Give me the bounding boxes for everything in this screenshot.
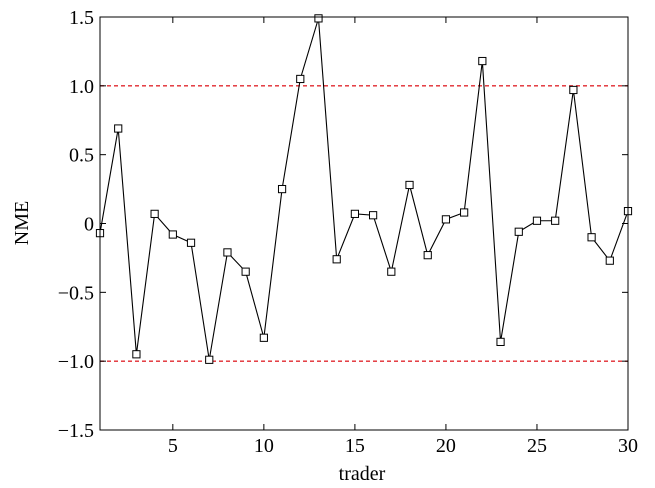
- data-point: [496, 337, 505, 346]
- data-point: [132, 350, 141, 359]
- data-point: [205, 355, 214, 364]
- y-tick-label: 1.0: [69, 76, 94, 98]
- series-line-0: [99, 18, 629, 360]
- data-point: [296, 74, 305, 84]
- data-point: [532, 216, 542, 225]
- data-point: [569, 85, 578, 95]
- tick-labels: 5 10 15 20 25 30 1.5 1.0 0.5 0 −0.5 −1.0 −1.5: [58, 7, 638, 457]
- data-point: [551, 216, 560, 225]
- data-point: [369, 211, 378, 220]
- data-point: [314, 14, 323, 23]
- data-point: [514, 227, 523, 236]
- data-point: [387, 267, 396, 276]
- axes: [99, 16, 629, 431]
- y-axis-title: NME: [11, 201, 33, 245]
- reference-lines: [100, 85, 628, 362]
- data-point: [114, 124, 123, 133]
- data-point: [259, 333, 268, 342]
- data-point: [186, 238, 196, 247]
- series: [95, 14, 633, 364]
- x-tick-label: 30: [618, 435, 638, 457]
- data-point: [605, 256, 614, 265]
- x-tick-label: 5: [168, 435, 178, 457]
- y-tick-label: −1.5: [58, 420, 94, 442]
- y-tick-label: 0: [84, 214, 94, 236]
- y-tick-label: 0.5: [69, 145, 94, 167]
- data-point: [277, 184, 287, 194]
- data-point: [350, 209, 359, 218]
- data-point: [478, 56, 487, 66]
- data-point: [587, 233, 596, 242]
- x-tick-label: 20: [436, 435, 456, 457]
- data-point: [423, 251, 432, 260]
- data-point: [405, 180, 414, 190]
- x-tick-label: 25: [527, 435, 547, 457]
- data-point: [168, 230, 177, 239]
- data-point: [241, 267, 250, 276]
- x-tick-label: 15: [345, 435, 365, 457]
- x-axis-title: trader: [339, 463, 386, 485]
- data-point: [441, 215, 451, 224]
- data-point: [223, 248, 232, 257]
- y-tick-label: −0.5: [58, 282, 94, 304]
- data-point: [460, 208, 469, 217]
- y-tick-label: 1.5: [69, 7, 94, 29]
- plot-frame: [99, 16, 629, 431]
- data-point: [332, 255, 341, 264]
- data-point: [150, 209, 159, 218]
- y-tick-label: −1.0: [58, 351, 94, 373]
- x-tick-label: 10: [254, 435, 274, 457]
